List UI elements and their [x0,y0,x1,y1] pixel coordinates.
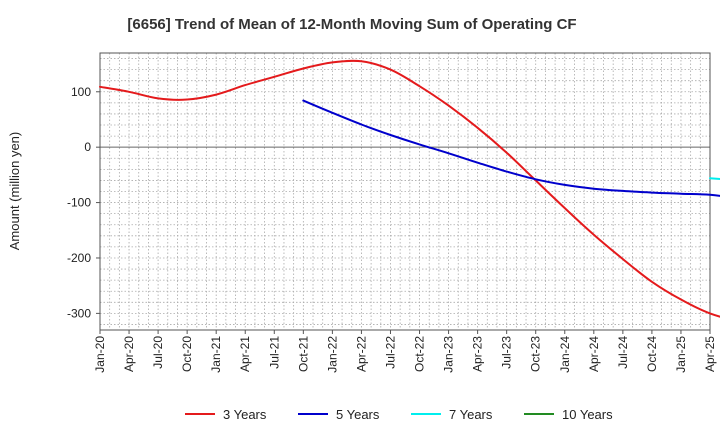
plot-frame [99,52,711,331]
legend-label-5-years: 5 Years [336,407,380,422]
x-tick-label: Apr-25 [703,336,717,372]
x-tick-label: Jan-22 [325,336,339,373]
series-line-3-years [99,59,720,318]
grid-layer [100,53,710,330]
x-tick-label: Oct-22 [413,336,427,372]
x-tick-label: Jul-21 [267,336,281,369]
legend-label-3-years: 3 Years [223,407,267,422]
x-tick-label: Apr-23 [471,336,485,372]
x-tick-label: Oct-21 [296,336,310,372]
y-tick-label: -100 [67,196,91,210]
y-tick-label: -200 [67,251,91,265]
x-tick-label: Jul-20 [151,336,165,369]
x-tick-label: Oct-24 [645,336,659,372]
x-tick-label: Jul-23 [500,336,514,369]
x-tick-label: Jul-22 [383,336,397,369]
chart-title: [6656] Trend of Mean of 12-Month Moving … [127,16,576,33]
x-tick-label: Apr-21 [238,336,252,372]
series-line-7-years [709,177,720,180]
x-tick-label: Jul-24 [616,336,630,369]
legend-label-7-years: 7 Years [449,407,493,422]
x-tick-label: Apr-22 [354,336,368,372]
legend-label-10-years: 10 Years [562,407,613,422]
y-tick-label: 100 [71,85,91,99]
x-tick-label: Jan-25 [674,336,688,373]
series-layer [99,59,720,318]
x-tick-label: Jan-20 [93,336,107,373]
x-tick-label: Jan-24 [558,336,572,373]
x-tick-label: Jan-23 [442,336,456,373]
x-tick-label: Oct-20 [180,336,194,372]
y-tick-label: 0 [84,140,91,154]
y-axis-label: Amount (million yen) [7,132,22,251]
x-tick-label: Jan-21 [209,336,223,373]
y-tick-label: -300 [67,306,91,320]
x-tick-label: Apr-20 [122,336,136,372]
series-line-5-years [302,99,720,197]
x-tick-label: Oct-23 [529,336,543,372]
legend: 3 Years 5 Years 7 Years 10 Years [185,407,613,422]
x-tick-label: Apr-24 [587,336,601,372]
axis-layer: 100 0 -100 -200 -300 Jan-20 Apr-20 Jul-20 Oct-20… [67,85,717,373]
